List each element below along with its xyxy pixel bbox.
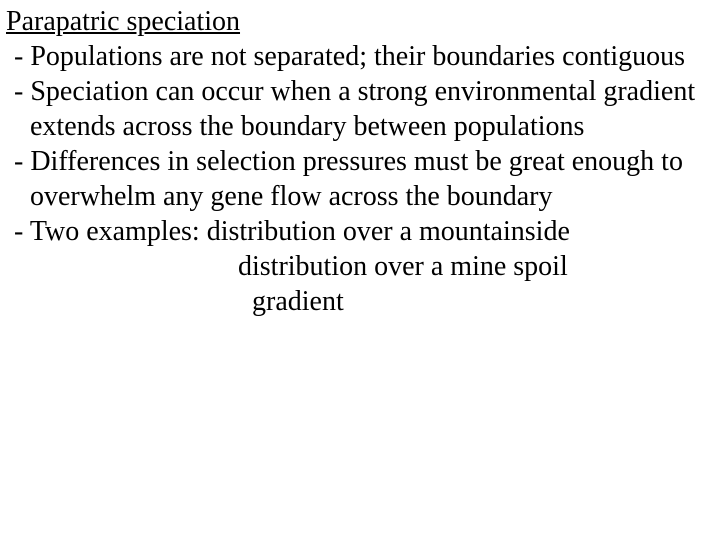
bullet-item: - Speciation can occur when a strong env… bbox=[6, 74, 710, 144]
bullet-subline: distribution over a mine spoil bbox=[6, 249, 710, 284]
bullet-text: - Differences in selection pressures mus… bbox=[14, 146, 683, 212]
bullet-text: - Speciation can occur when a strong env… bbox=[14, 76, 695, 142]
bullet-subline: gradient bbox=[6, 284, 710, 319]
bullet-text: - Two examples: distribution over a moun… bbox=[14, 216, 570, 247]
slide-container: Parapatric speciation - Populations are … bbox=[0, 0, 720, 329]
bullet-list: - Populations are not separated; their b… bbox=[6, 39, 710, 319]
bullet-text: - Populations are not separated; their b… bbox=[14, 41, 685, 72]
bullet-item: - Differences in selection pressures mus… bbox=[6, 144, 710, 214]
slide-title: Parapatric speciation bbox=[6, 4, 710, 39]
bullet-item: - Populations are not separated; their b… bbox=[6, 39, 710, 74]
bullet-item: - Two examples: distribution over a moun… bbox=[6, 214, 710, 249]
